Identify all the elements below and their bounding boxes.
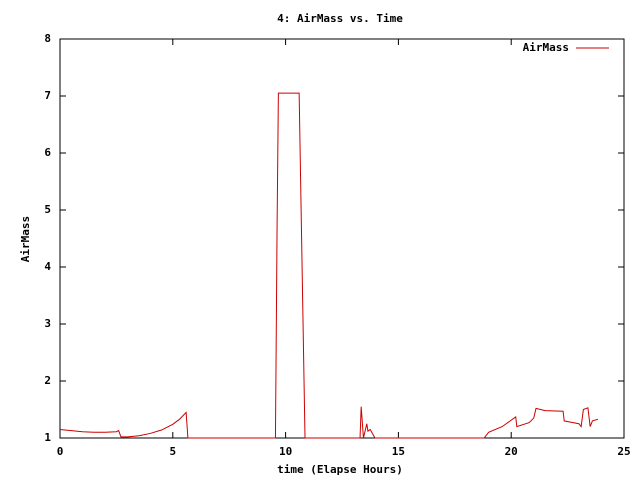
x-axis-label: time (Elapse Hours) <box>277 463 403 476</box>
x-tick-label: 0 <box>57 445 64 458</box>
chart-title: 4: AirMass vs. Time <box>277 12 403 25</box>
y-tick-label: 3 <box>44 317 51 330</box>
y-tick-label: 5 <box>44 203 51 216</box>
y-tick-label: 4 <box>44 260 51 273</box>
plot-frame <box>59 38 625 439</box>
x-tick-label: 5 <box>169 445 176 458</box>
y-tick-label: 6 <box>44 146 51 159</box>
y-tick-label: 2 <box>44 374 51 387</box>
y-tick-label: 8 <box>44 32 51 45</box>
y-tick-label: 1 <box>44 431 51 444</box>
y-tick-label: 7 <box>44 89 51 102</box>
x-tick-label: 20 <box>505 445 518 458</box>
y-axis-label: AirMass <box>19 216 32 262</box>
data-line <box>59 92 599 439</box>
legend-label: AirMass <box>523 41 569 54</box>
x-tick-label: 15 <box>392 445 405 458</box>
x-tick-label: 10 <box>279 445 292 458</box>
x-tick-label: 25 <box>617 445 630 458</box>
